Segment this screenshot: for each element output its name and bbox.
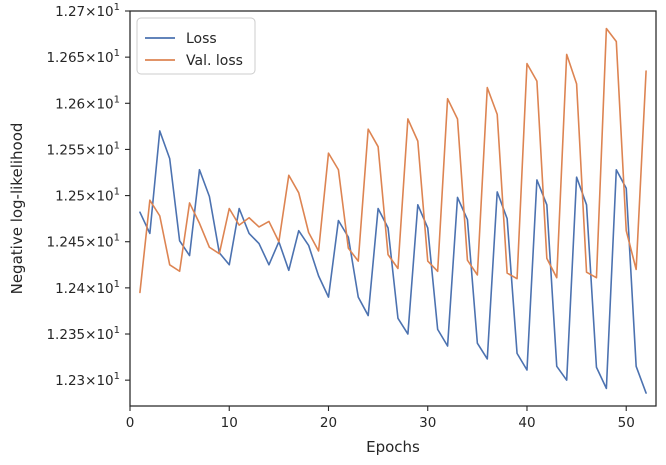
y-tick-label: 1.245×101 <box>46 233 120 251</box>
times-sign: × <box>85 235 96 251</box>
times-sign: × <box>85 142 96 158</box>
series-line-val-loss <box>139 27 647 294</box>
times-sign: × <box>85 327 96 343</box>
y-tick-mantissa: 1.235 <box>46 327 85 343</box>
y-tick-exponent: 1 <box>114 94 120 105</box>
x-tick-label: 30 <box>419 415 436 431</box>
series-line-loss <box>139 130 647 394</box>
y-tick-base: 10 <box>96 96 113 112</box>
y-tick-label: 1.265×101 <box>46 48 120 66</box>
y-tick-exponent: 1 <box>114 233 120 244</box>
y-tick-mantissa: 1.265 <box>46 50 85 66</box>
y-tick-exponent: 1 <box>114 140 120 151</box>
legend: Loss Val. loss <box>136 17 256 75</box>
x-axis-label: Epochs <box>366 438 420 456</box>
y-axis: 1.23×1011.235×1011.24×1011.245×1011.25×1… <box>46 2 130 389</box>
y-tick-mantissa: 1.255 <box>46 142 85 158</box>
x-tick-label: 10 <box>221 415 238 431</box>
y-tick-exponent: 1 <box>114 48 120 59</box>
legend-label: Val. loss <box>186 53 243 69</box>
y-tick-label: 1.27×101 <box>55 2 120 20</box>
y-tick-exponent: 1 <box>114 2 120 13</box>
times-sign: × <box>85 4 96 20</box>
y-tick-base: 10 <box>96 327 113 343</box>
y-tick-mantissa: 1.27 <box>55 4 85 20</box>
y-tick-label: 1.25×101 <box>55 187 120 205</box>
y-tick-base: 10 <box>96 373 113 389</box>
y-tick-base: 10 <box>96 189 113 205</box>
x-tick-label: 50 <box>618 415 635 431</box>
times-sign: × <box>85 373 96 389</box>
y-tick-exponent: 1 <box>114 371 120 382</box>
times-sign: × <box>85 281 96 297</box>
y-axis-label: Negative log-likelihood <box>8 123 26 295</box>
y-tick-exponent: 1 <box>114 325 120 336</box>
y-tick-base: 10 <box>96 235 113 251</box>
x-tick-label: 20 <box>320 415 337 431</box>
y-tick-label: 1.235×101 <box>46 325 120 343</box>
x-axis: 0 10 20 30 40 50 <box>126 406 635 431</box>
y-tick-mantissa: 1.245 <box>46 235 85 251</box>
y-tick-label: 1.26×101 <box>55 94 120 112</box>
plot-frame <box>129 10 657 407</box>
y-tick-mantissa: 1.24 <box>55 281 85 297</box>
times-sign: × <box>85 189 96 205</box>
y-tick-mantissa: 1.25 <box>55 189 85 205</box>
y-tick-mantissa: 1.26 <box>55 96 85 112</box>
y-tick-mantissa: 1.23 <box>55 373 85 389</box>
series-layer <box>139 27 647 394</box>
y-tick-label: 1.23×101 <box>55 371 120 389</box>
y-tick-base: 10 <box>96 142 113 158</box>
times-sign: × <box>85 96 96 112</box>
x-tick-label: 40 <box>518 415 535 431</box>
legend-label: Loss <box>186 31 217 47</box>
y-tick-base: 10 <box>96 4 113 20</box>
y-tick-label: 1.255×101 <box>46 140 120 158</box>
y-tick-exponent: 1 <box>114 187 120 198</box>
x-tick-label: 0 <box>126 415 135 431</box>
y-tick-label: 1.24×101 <box>55 279 120 297</box>
y-tick-base: 10 <box>96 281 113 297</box>
y-tick-exponent: 1 <box>114 279 120 290</box>
y-tick-base: 10 <box>96 50 113 66</box>
times-sign: × <box>85 50 96 66</box>
